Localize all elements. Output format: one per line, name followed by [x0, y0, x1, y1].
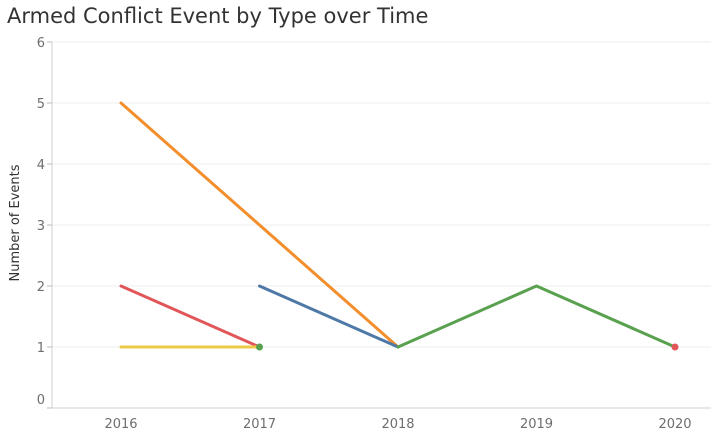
y-tick-label: 3 — [37, 219, 45, 234]
x-tick-label: 2019 — [520, 417, 553, 432]
x-tick-labels: 2016 2017 2018 2019 2020 — [104, 417, 691, 432]
y-tick-label: 1 — [37, 341, 45, 356]
grid-lines — [52, 41, 711, 348]
y-axis-label: Number of Events — [8, 164, 23, 281]
chart-title: Armed Conflict Event by Type over Time — [7, 4, 429, 28]
data-point-marker — [256, 343, 263, 351]
x-tick-label: 2016 — [104, 417, 137, 432]
y-tick-label: 4 — [37, 158, 45, 173]
series-lines — [119, 101, 677, 349]
data-point-marker — [671, 343, 679, 351]
y-tick-labels: 0 1 2 3 4 5 6 — [37, 36, 52, 409]
series-markers — [256, 343, 679, 351]
series-line — [119, 284, 261, 349]
y-tick-label: 6 — [37, 36, 45, 51]
x-tick-label: 2018 — [381, 417, 414, 432]
series-line — [396, 284, 677, 349]
y-tick-label: 2 — [37, 280, 45, 295]
x-tick-label: 2020 — [658, 417, 691, 432]
y-tick-label: 5 — [37, 97, 45, 112]
series-line — [258, 284, 400, 349]
x-tick-label: 2017 — [243, 417, 276, 432]
y-tick-label: 0 — [37, 393, 45, 408]
series-line — [119, 101, 400, 349]
